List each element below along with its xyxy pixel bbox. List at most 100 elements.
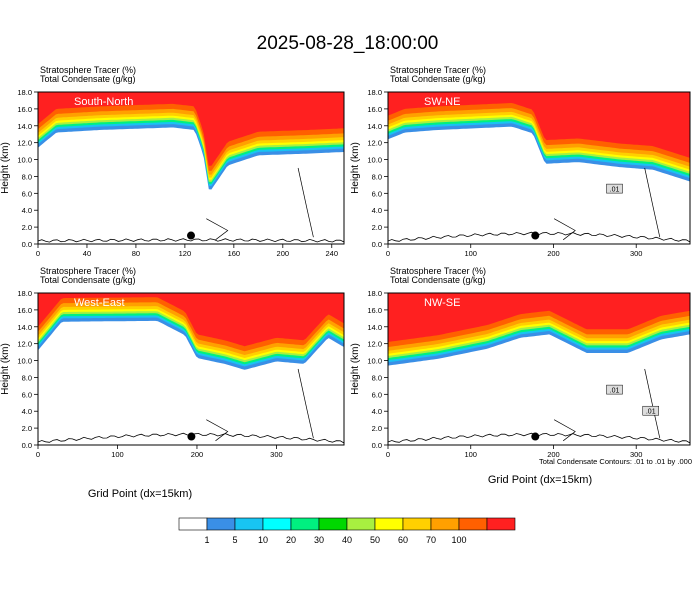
colorbar-swatch [486,517,516,531]
x-tick-label: 0 [36,450,40,459]
colorbar-swatch [430,517,460,531]
y-tick-label: 14.0 [367,122,382,131]
colorbar-label: 50 [370,535,380,545]
colorbar-label: 5 [232,535,237,545]
y-tick-label: 12.0 [367,340,382,349]
figure-title: 2025-08-28_18:00:00 [257,33,439,54]
y-tick-label: 2.0 [372,223,382,232]
contour-label-box [606,384,623,395]
colorbar-label: 70 [426,535,436,545]
x-tick-label: 300 [630,450,643,459]
contour-label: .01 [610,187,620,194]
x-tick-label: 200 [191,450,204,459]
panel-header-line1: Stratosphere Tracer (%) [390,65,486,75]
condensate-contour [644,167,661,238]
y-tick-label: 6.0 [372,189,382,198]
y-tick-label: 18.0 [367,88,382,97]
condensate-contour [553,218,576,241]
x-tick-label: 100 [464,249,477,258]
y-tick-label: 0.0 [22,240,32,249]
colorbar-label: 40 [342,535,352,545]
y-tick-label: 12.0 [367,139,382,148]
y-axis-label: Height (km) [350,142,361,194]
y-tick-label: 4.0 [372,206,382,215]
colorbar-swatch [290,517,320,531]
x-tick-label: 120 [179,249,192,258]
x-tick-label: 300 [270,450,283,459]
panel-header-line2: Total Condensate (g/kg) [40,275,136,285]
tracer-band-9 [388,92,690,158]
x-tick-label: 200 [547,249,560,258]
x-tick-label: 200 [547,450,560,459]
y-tick-label: 14.0 [17,122,32,131]
condensate-contour [206,419,229,442]
panel-label: West-East [74,297,125,309]
colorbar-swatch [178,517,208,531]
tracer-field [388,92,690,244]
y-axis-label: Height (km) [0,343,11,395]
colorbar-swatch [458,517,488,531]
y-tick-label: 12.0 [17,139,32,148]
x-tick-label: 0 [386,450,390,459]
x-tick-label: 100 [111,450,124,459]
contour-label: .01 [610,388,620,395]
y-tick-label: 14.0 [367,323,382,332]
condensate-contour [553,419,576,442]
location-marker [531,432,540,441]
panel-2: .01 SW-NE Stratosphere Tracer (%)Total Con… [350,65,691,258]
y-axis-label: Height (km) [350,343,361,395]
x-tick-label: 300 [630,249,643,258]
terrain-line [38,238,344,243]
panel-header-line2: Total Condensate (g/kg) [390,74,486,84]
panel-label: NW-SE [424,297,460,309]
y-tick-label: 4.0 [372,407,382,416]
y-tick-label: 8.0 [22,172,32,181]
y-tick-label: 16.0 [367,105,382,114]
colorbar-swatch [374,517,404,531]
colorbar-label: 1 [204,535,209,545]
right-xlabel: Grid Point (dx=15km) [488,474,592,486]
tracer-band-9 [38,293,344,347]
y-tick-label: 12.0 [17,340,32,349]
colorbar-label: 60 [398,535,408,545]
plot-frame [37,292,345,446]
panel-label: SW-NE [424,96,460,108]
y-tick-label: 2.0 [22,424,32,433]
y-tick-label: 16.0 [17,306,32,315]
x-tick-label: 240 [326,249,339,258]
plot-frame [37,91,345,245]
x-tick-label: 0 [386,249,390,258]
colorbar-label: 10 [258,535,268,545]
y-tick-label: 10.0 [17,156,32,165]
y-tick-label: 8.0 [22,373,32,382]
colorbar-swatch [318,517,348,531]
y-tick-label: 2.0 [22,223,32,232]
x-tick-label: 100 [464,450,477,459]
contour-note: Total Condensate Contours: .01 to .01 by… [539,457,692,466]
tracer-band-9 [388,293,690,342]
panel-header-line1: Stratosphere Tracer (%) [390,266,486,276]
x-tick-label: 200 [277,249,290,258]
colorbar-swatch [402,517,432,531]
panel-label: South-North [74,96,133,108]
tracer-band-9 [38,92,344,166]
contour-label-box [642,405,659,416]
panel-header-line2: Total Condensate (g/kg) [390,275,486,285]
tracer-field [38,293,344,445]
colorbar-swatch [234,517,264,531]
colorbar-label: 30 [314,535,324,545]
y-tick-label: 6.0 [372,390,382,399]
x-tick-label: 160 [228,249,241,258]
colorbar-label: 20 [286,535,296,545]
x-tick-label: 80 [132,249,140,258]
y-tick-label: 2.0 [372,424,382,433]
panel-header-line1: Stratosphere Tracer (%) [40,65,136,75]
x-tick-label: 0 [36,249,40,258]
y-tick-label: 10.0 [367,357,382,366]
y-tick-label: 0.0 [372,441,382,450]
y-tick-label: 16.0 [17,105,32,114]
colorbar-swatch [262,517,292,531]
